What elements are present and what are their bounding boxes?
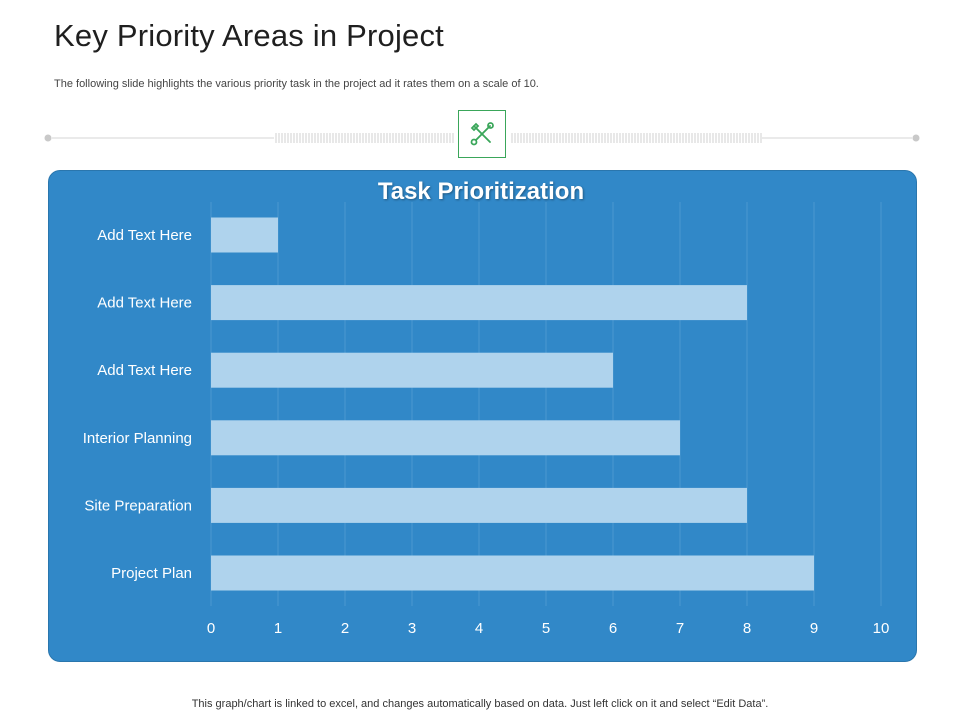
x-tick-label-4: 4 (475, 620, 483, 637)
category-label-3: Interior Planning (83, 430, 192, 447)
chart-title: Task Prioritization (377, 178, 585, 205)
category-label-2: Add Text Here (97, 362, 192, 379)
header-divider (44, 133, 920, 143)
x-tick-label-10: 10 (873, 620, 890, 637)
footnote: This graph/chart is linked to excel, and… (191, 698, 769, 710)
category-label-0: Add Text Here (97, 227, 192, 244)
x-tick-label-0: 0 (207, 620, 215, 637)
x-tick-label-9: 9 (810, 620, 818, 637)
bar-5 (211, 555, 814, 591)
tools-icon (470, 122, 494, 146)
category-label-4: Site Preparation (84, 497, 192, 514)
x-tick-label-2: 2 (341, 620, 349, 637)
tools-icon-box (458, 110, 506, 158)
category-label-5: Project Plan (111, 565, 192, 582)
x-tick-label-5: 5 (542, 620, 550, 637)
bar-1 (211, 285, 747, 321)
bar-3 (211, 420, 680, 456)
page-title: Key Priority Areas in Project (54, 18, 445, 53)
x-tick-label-3: 3 (408, 620, 416, 637)
x-tick-label-7: 7 (676, 620, 684, 637)
page-subtitle: The following slide highlights the vario… (54, 78, 539, 90)
bar-4 (211, 487, 747, 523)
x-tick-label-1: 1 (274, 620, 282, 637)
category-label-1: Add Text Here (97, 295, 192, 312)
bar-0 (211, 217, 278, 253)
x-tick-label-6: 6 (609, 620, 617, 637)
x-tick-label-8: 8 (743, 620, 751, 637)
bar-2 (211, 352, 613, 388)
